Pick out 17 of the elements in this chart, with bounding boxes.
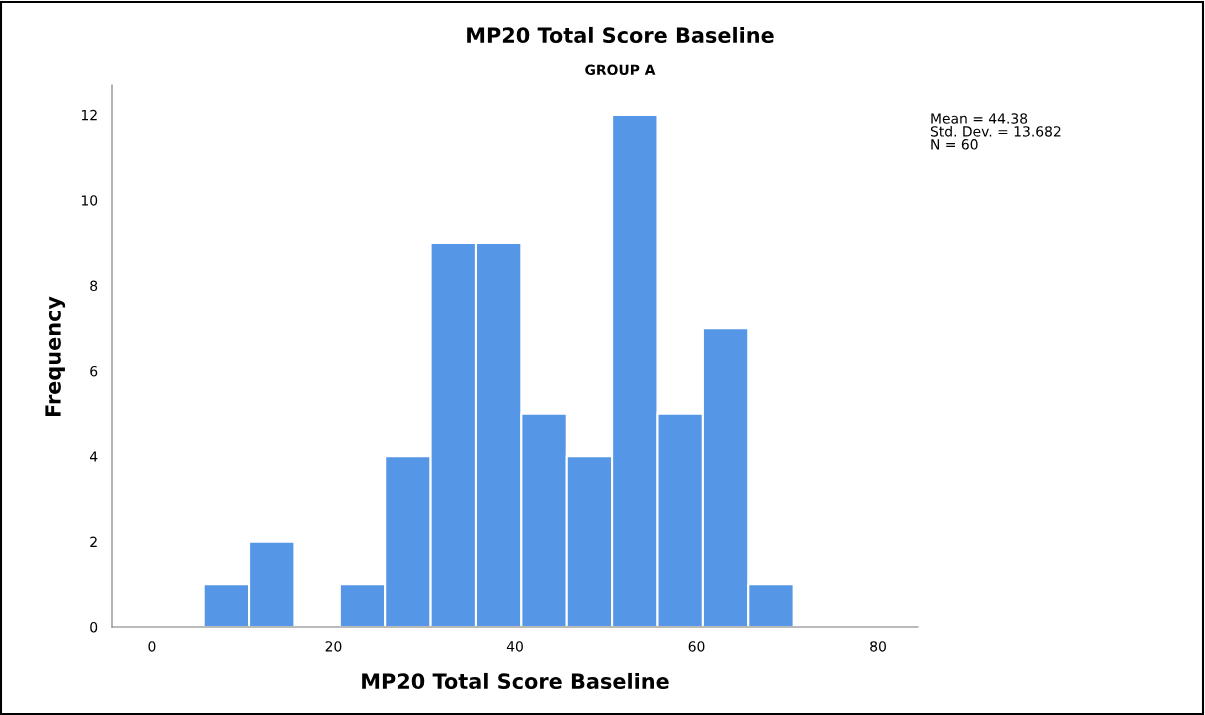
y-tick-label: 12 bbox=[81, 109, 97, 121]
y-tick-label: 8 bbox=[90, 280, 98, 292]
x-axis-title: MP20 Total Score Baseline bbox=[362, 672, 669, 690]
x-tick-label: 0 bbox=[148, 641, 156, 652]
text: Mean = 44.38 Std. Dev. = 13.682 N = 60 bbox=[930, 113, 1061, 150]
y-tick-label: 4 bbox=[89, 451, 98, 462]
y-tick-label: 6 bbox=[90, 365, 98, 377]
y-tick-label: 2 bbox=[90, 536, 97, 547]
chart-subtitle: GROUP A bbox=[585, 64, 656, 76]
chart-title: MP20 Total Score Baseline bbox=[467, 26, 774, 44]
y-tick-label: 0 bbox=[90, 621, 98, 633]
x-tick-label: 80 bbox=[870, 641, 886, 652]
y-tick-label: 10 bbox=[81, 195, 98, 206]
x-tick-label: 60 bbox=[688, 641, 705, 652]
y-axis-title: Frequency bbox=[45, 296, 66, 417]
x-tick-label: 20 bbox=[325, 641, 342, 652]
x-tick-label: 40 bbox=[506, 641, 523, 652]
